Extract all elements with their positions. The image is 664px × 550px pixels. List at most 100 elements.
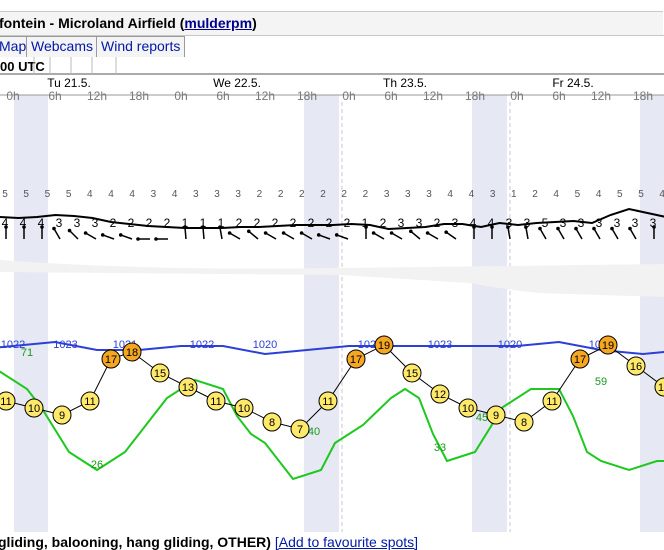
wind-speed: 3	[92, 216, 99, 230]
wind-arrow	[507, 227, 511, 240]
user-link[interactable]: mulderpm	[184, 15, 253, 31]
spot-name: fontein - Microland Airfield	[0, 15, 176, 31]
title-open-paren: (	[179, 15, 185, 31]
wind-speed: 2	[110, 216, 117, 230]
tab-map[interactable]: Map	[0, 36, 32, 58]
gust-value: 5	[617, 189, 623, 200]
hour-label: 0h	[174, 89, 187, 103]
dewpoint-label: 33	[434, 442, 446, 454]
pressure-label: 1023	[53, 339, 77, 351]
gust-value: 4	[108, 189, 114, 200]
gust-value: 4	[553, 189, 559, 200]
wind-arrow	[318, 234, 331, 240]
gust-value: 4	[172, 189, 178, 200]
night-band	[640, 95, 664, 532]
wind-arrow	[336, 234, 349, 240]
hour-label: 0h	[342, 89, 355, 103]
hour-label: 18h	[297, 89, 317, 103]
temperature-point	[290, 419, 310, 439]
wind-speed: 3	[596, 216, 603, 230]
wind-speed: 3	[74, 216, 81, 230]
wind-arrow	[248, 230, 259, 240]
gust-value: 5	[2, 189, 8, 200]
forecast-chart: 5555444343332222223334431245455447644443…	[0, 57, 664, 532]
wind-arrow	[265, 232, 277, 240]
hour-label: 6h	[48, 89, 61, 103]
wind-speed: 2	[290, 216, 297, 230]
wind-speed: 2	[272, 216, 279, 230]
gust-value: 4	[596, 189, 602, 200]
gust-value: 5	[638, 189, 644, 200]
night-band	[14, 95, 48, 532]
wind-speed: 3	[578, 216, 585, 230]
gust-value: 3	[151, 189, 157, 200]
wind-speed: 2	[164, 216, 171, 230]
wind-arrow	[219, 227, 223, 240]
gust-value: 5	[45, 189, 51, 200]
hour-label: 12h	[591, 89, 611, 103]
gust-value: 4	[129, 189, 135, 200]
temperature-value: 19	[602, 340, 614, 352]
gust-value: 4	[87, 189, 93, 200]
night-band	[304, 95, 339, 532]
hour-label: 12h	[423, 89, 443, 103]
gust-value: 2	[257, 189, 263, 200]
wind-speed: 2	[434, 216, 441, 230]
temperature-point	[52, 405, 72, 425]
wind-ridge-line	[0, 207, 664, 231]
wind-arrow	[445, 231, 457, 240]
wind-arrow	[184, 226, 187, 240]
dewpoint-label: 40	[308, 426, 320, 438]
temperature-point	[318, 391, 338, 411]
temperature-point	[234, 398, 254, 418]
temperature-value: 10	[28, 403, 40, 415]
gust-value: 3	[405, 189, 411, 200]
temperature-value: 11	[322, 396, 333, 408]
wind-speed: 3	[452, 216, 459, 230]
wind-speed: 2	[128, 216, 135, 230]
hour-label: 6h	[216, 89, 229, 103]
temperature-value: 19	[378, 340, 390, 352]
wind-arrow	[427, 232, 439, 240]
gust-value: 3	[426, 189, 432, 200]
wind-arrow	[301, 232, 313, 240]
temperature-value: 9	[59, 410, 65, 422]
wind-arrow	[593, 228, 601, 240]
gust-value: 4	[659, 189, 664, 200]
tab-wind-reports[interactable]: Wind reports	[96, 36, 186, 58]
wind-arrow	[525, 227, 529, 240]
pressure-label: 1022	[190, 339, 214, 351]
day-label: We 22.5.	[213, 76, 261, 90]
dewpoint-line	[0, 370, 664, 481]
temperature-value: 9	[493, 410, 499, 422]
hour-label: 18h	[129, 89, 149, 103]
add-to-favourites-link[interactable]: [Add to favourite spots]	[274, 534, 419, 550]
hour-label: 12h	[87, 89, 107, 103]
temperature-value: 10	[462, 403, 474, 415]
temperature-value: 8	[269, 417, 275, 429]
dewpoint-label: 59	[595, 376, 607, 388]
gust-value: 2	[278, 189, 284, 200]
temperature-point	[430, 384, 450, 404]
temperature-value: 11	[210, 396, 221, 408]
wind-speed: 3	[632, 216, 639, 230]
hour-label: 18h	[633, 89, 653, 103]
gust-value: 5	[575, 189, 581, 200]
temperature-value: 11	[0, 396, 11, 408]
temperature-point	[178, 377, 198, 397]
temperature-point	[458, 398, 478, 418]
wind-speed: 3	[524, 216, 531, 230]
temperature-point	[626, 356, 646, 376]
hour-label: 0h	[510, 89, 523, 103]
temperature-value: 13	[182, 382, 194, 394]
day-label: Th 23.5.	[383, 76, 427, 90]
gust-value: 3	[384, 189, 390, 200]
wind-speed: 1	[362, 216, 369, 230]
gust-value: 1	[511, 189, 517, 200]
temperature-point	[0, 391, 16, 411]
wind-speed: 4	[470, 216, 477, 230]
pressure-label: 1020	[253, 339, 277, 351]
tab-webcams[interactable]: Webcams	[26, 36, 98, 58]
wind-arrow	[611, 228, 619, 240]
hour-label: 6h	[384, 89, 397, 103]
